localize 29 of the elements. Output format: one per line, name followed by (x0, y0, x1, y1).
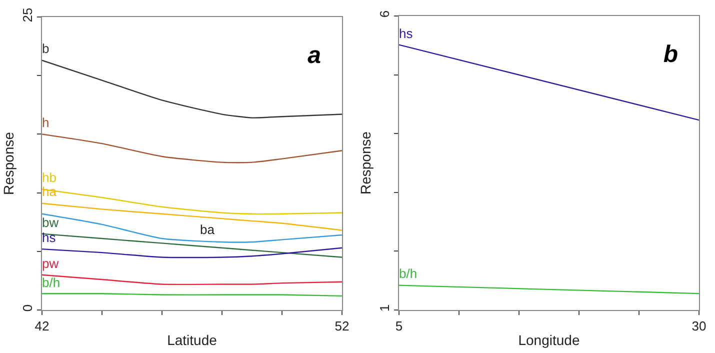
y-tick-label: 25 (20, 8, 35, 22)
y-tick-label: 1 (376, 304, 392, 312)
annotation: ba (200, 222, 216, 237)
line-series (42, 213, 342, 243)
line-series (42, 233, 342, 258)
line-series (42, 247, 342, 258)
series-label: bw (42, 215, 60, 230)
x-tick-label: 52 (334, 318, 350, 334)
line-series (42, 188, 342, 215)
line-series (42, 134, 342, 164)
series-label: hb (42, 170, 56, 185)
y-axis-title: Response (0, 132, 16, 196)
series-label: b/h (42, 275, 60, 290)
series-label: hs (399, 26, 414, 41)
series-label: b (42, 41, 50, 56)
x-tick-label: 30 (692, 318, 706, 334)
series-label: b/h (399, 266, 418, 281)
text: b (663, 41, 678, 68)
x-axis-title: Longitude (518, 332, 580, 348)
x-axis-title: Latitude (167, 332, 218, 348)
line-series (42, 274, 342, 286)
x-tick-label: 42 (34, 318, 50, 334)
series-label: pw (42, 256, 60, 271)
y-tick-label: 0 (20, 304, 35, 312)
text: a (308, 42, 321, 70)
y-tick-label: 6 (376, 10, 392, 18)
series-label: h (42, 115, 50, 130)
x-tick-label: 5 (395, 318, 403, 334)
y-axis-title: Response (357, 131, 374, 195)
